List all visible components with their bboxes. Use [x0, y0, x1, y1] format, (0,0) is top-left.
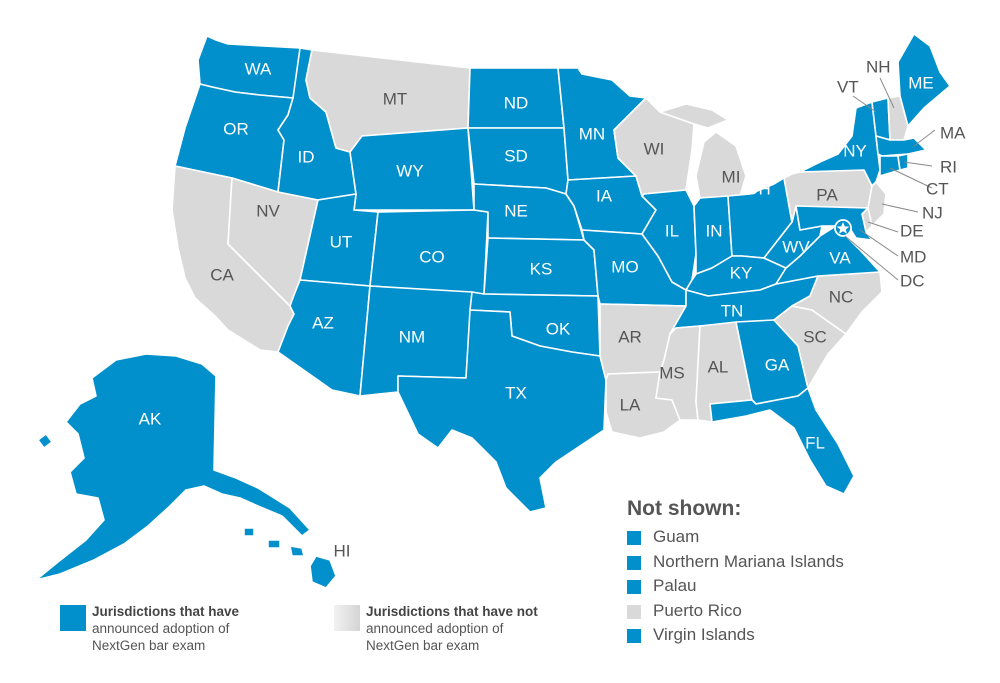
not-shown-swatch — [627, 580, 641, 594]
state-HI — [309, 555, 337, 589]
not-shown-item: Virgin Islands — [627, 625, 755, 650]
state-label-ND: ND — [504, 93, 529, 112]
legend-adopted-line3: NextGen bar exam — [92, 638, 206, 653]
state-label-MA: MA — [940, 123, 966, 142]
state-label-HI: HI — [334, 541, 351, 560]
state-label-RI: RI — [940, 157, 957, 176]
not-shown-item: Northern Mariana Islands — [627, 552, 844, 577]
state-label-NY: NY — [843, 141, 867, 160]
state-label-MI: MI — [722, 167, 741, 186]
not-shown-item: Guam — [627, 527, 741, 552]
state-HI-island — [267, 539, 281, 549]
state-label-VT: VT — [837, 77, 859, 96]
legend-adopted-line2: announced adoption of — [92, 621, 230, 636]
state-AK-island — [37, 433, 53, 449]
state-CT — [879, 155, 901, 177]
not-shown-swatch — [627, 531, 641, 545]
dc-capital-star — [834, 219, 852, 237]
state-MD — [795, 205, 873, 241]
state-label-LA: LA — [620, 395, 641, 414]
state-MI — [659, 103, 747, 199]
state-HI-island — [243, 527, 255, 537]
state-label-CO: CO — [419, 247, 445, 266]
state-label-TN: TN — [721, 301, 744, 320]
state-label-IA: IA — [596, 186, 613, 205]
state-label-CT: CT — [926, 179, 949, 198]
state-label-UT: UT — [330, 232, 353, 251]
state-label-VA: VA — [829, 248, 851, 267]
state-label-PA: PA — [816, 185, 838, 204]
legend-not-adopted-title: Jurisdictions that have not — [366, 604, 538, 619]
state-label-NM: NM — [399, 327, 425, 346]
state-label-TX: TX — [505, 383, 527, 402]
state-label-ME: ME — [908, 73, 934, 92]
state-label-NV: NV — [256, 201, 280, 220]
state-label-DE: DE — [900, 221, 924, 240]
state-AK — [35, 353, 311, 581]
state-label-AL: AL — [708, 357, 729, 376]
legend-adopted-title: Jurisdictions that have — [92, 604, 240, 619]
state-label-FL: FL — [805, 433, 825, 452]
leader-lines — [844, 77, 936, 281]
state-ME — [897, 33, 951, 127]
state-label-WA: WA — [245, 59, 272, 78]
state-label-MD: MD — [900, 247, 926, 266]
not-shown-name: Guam — [653, 527, 700, 546]
state-label-IN: IN — [706, 221, 723, 240]
state-label-NC: NC — [829, 287, 854, 306]
legend-swatch-not-adopted — [334, 605, 360, 631]
not-shown-title: Not shown: — [627, 497, 742, 520]
not-shown-item: Palau — [627, 576, 741, 601]
state-label-AK: AK — [139, 409, 162, 428]
state-FL — [709, 387, 855, 495]
state-label-MO: MO — [611, 257, 638, 276]
state-label-NH: NH — [866, 57, 891, 76]
state-NC — [791, 271, 883, 335]
not-shown-item: Puerto Rico — [627, 600, 742, 626]
state-label-SD: SD — [504, 146, 528, 165]
not-shown-list: Not shown: Guam Northern Mariana Islands P… — [627, 497, 844, 650]
not-shown-name: Palau — [653, 576, 697, 595]
state-label-OK: OK — [546, 319, 571, 338]
state-label-WV: WV — [782, 237, 810, 256]
state-label-GA: GA — [765, 355, 790, 374]
state-label-KS: KS — [530, 259, 553, 278]
state-label-MS: MS — [659, 363, 685, 382]
not-shown-name: Puerto Rico — [653, 600, 742, 620]
not-shown-swatch — [627, 555, 641, 570]
state-MA — [875, 135, 927, 157]
not-shown-swatch — [627, 604, 641, 619]
not-shown-name: Northern Mariana Islands — [653, 551, 844, 571]
state-label-WI: WI — [644, 139, 665, 158]
state-label-MN: MN — [579, 124, 605, 143]
state-label-WY: WY — [396, 161, 423, 180]
legend-swatch-adopted — [60, 605, 86, 631]
legend-not-adopted-line2: announced adoption of — [366, 621, 504, 636]
state-label-NJ: NJ — [922, 203, 943, 222]
state-label-ID: ID — [298, 147, 315, 166]
state-CO — [369, 209, 489, 295]
state-label-NE: NE — [504, 201, 528, 220]
state-label-KY: KY — [730, 263, 753, 282]
state-RI — [897, 153, 909, 171]
state-HI-island — [289, 545, 305, 557]
state-labels: WA OR CA NV ID MT WY UT AZ CO NM ND SD NE KS OK TX MN IA MO… — [139, 57, 967, 560]
state-label-AZ: AZ — [312, 313, 334, 332]
state-label-IL: IL — [665, 221, 679, 240]
state-MS — [655, 325, 701, 421]
state-label-AR: AR — [618, 327, 642, 346]
state-label-OH: OH — [745, 179, 771, 198]
state-label-SC: SC — [803, 327, 827, 346]
not-shown-swatch — [627, 629, 641, 643]
state-label-MT: MT — [383, 89, 408, 108]
state-label-CA: CA — [210, 265, 234, 284]
not-shown-name: Virgin Islands — [653, 625, 755, 644]
state-label-OR: OR — [223, 119, 249, 138]
state-TX — [397, 309, 607, 513]
state-label-DC: DC — [900, 271, 925, 290]
legend-not-adopted-line3: NextGen bar exam — [366, 638, 480, 653]
